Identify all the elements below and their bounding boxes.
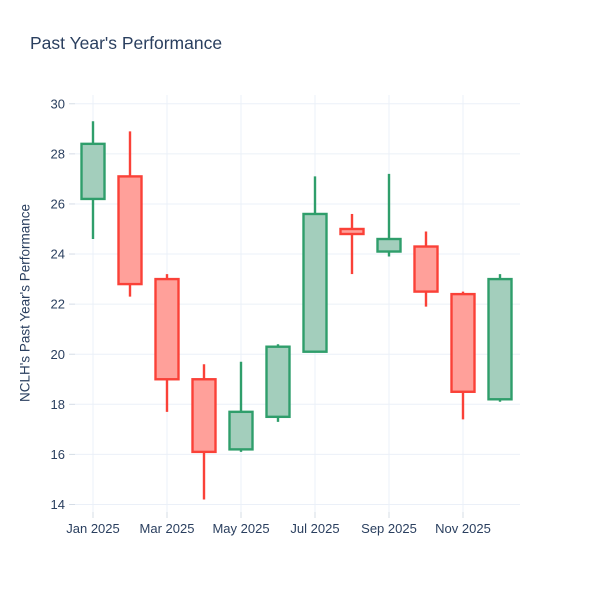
candle-nov-2025[interactable]: [450, 291, 476, 420]
candle-body: [450, 292, 476, 393]
y-tick-label: 22: [51, 297, 65, 312]
candle-body: [265, 345, 291, 419]
y-tick-label: 14: [51, 497, 65, 512]
candle-body: [376, 237, 402, 253]
candle-jul-2025[interactable]: [302, 176, 328, 353]
candle-may-2025[interactable]: [228, 361, 254, 452]
candle-body: [154, 277, 180, 381]
candle-body: [302, 212, 328, 353]
x-tick-label: Jul 2025: [290, 521, 339, 536]
x-tick-label: Nov 2025: [435, 521, 491, 536]
y-axis-title: NCLH's Past Year's Performance: [17, 204, 33, 402]
candle-sep-2025[interactable]: [376, 173, 402, 257]
candle-dec-2025[interactable]: [487, 274, 513, 402]
candle-aug-2025[interactable]: [339, 213, 365, 275]
y-tick-label: 20: [51, 347, 65, 362]
y-tick-label: 30: [51, 96, 65, 111]
y-tick-label: 18: [51, 397, 65, 412]
candle-body: [487, 277, 513, 401]
candle-feb-2025[interactable]: [117, 131, 143, 297]
y-tick-label: 26: [51, 196, 65, 211]
x-tick-label: Mar 2025: [140, 521, 195, 536]
candle-body: [191, 378, 217, 454]
y-tick-label: 28: [51, 146, 65, 161]
y-tick-label: 16: [51, 447, 65, 462]
candle-jun-2025[interactable]: [265, 344, 291, 422]
candle-mar-2025[interactable]: [154, 274, 180, 412]
candle-oct-2025[interactable]: [413, 231, 439, 307]
x-tick-label: Sep 2025: [361, 521, 417, 536]
candle-body: [80, 142, 106, 201]
candle-body: [228, 410, 254, 451]
candle-jan-2025[interactable]: [80, 121, 106, 240]
candle-body: [117, 175, 143, 286]
candle-apr-2025[interactable]: [191, 364, 217, 500]
chart-title: Past Year's Performance: [30, 33, 223, 53]
y-tick-label: 24: [51, 247, 65, 262]
candle-body: [339, 227, 365, 236]
candle-body: [413, 245, 439, 293]
x-tick-label: Jan 2025: [66, 521, 120, 536]
x-tick-label: May 2025: [212, 521, 269, 536]
